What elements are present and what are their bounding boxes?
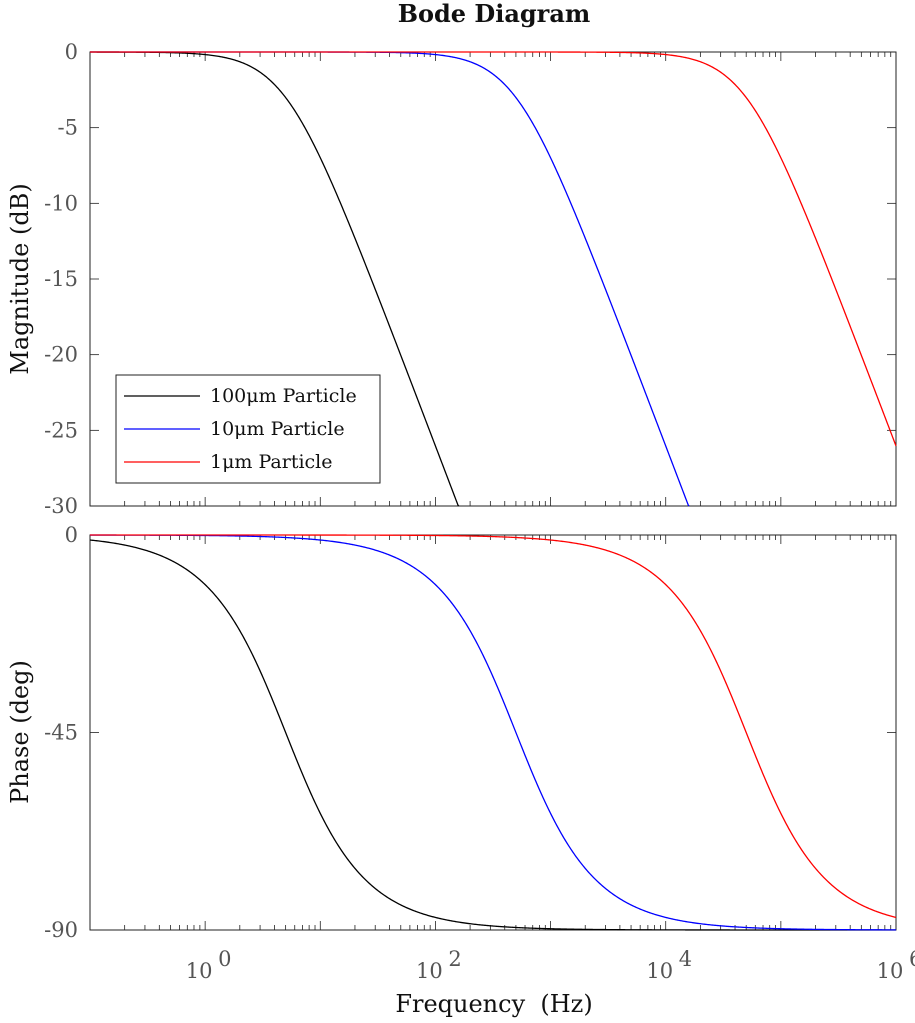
phase-curve-100um (89, 539, 896, 931)
magnitude-curve-1um (90, 51, 897, 447)
phase-curve-1um (90, 534, 897, 919)
magnitude-y-tick-label: -10 (44, 191, 78, 215)
legend-label-1um: 1μm Particle (210, 451, 333, 473)
phase-y-tick-label: -90 (44, 918, 78, 942)
x-tick-label: 10 (877, 959, 904, 983)
magnitude-y-tick-label: -30 (44, 494, 78, 518)
x-axis-label: Frequency (Hz) (395, 990, 592, 1018)
phase-curve-10um (90, 534, 896, 931)
phase-y-tick-label: -45 (44, 721, 78, 745)
phase-panel: 0-45-90100102104106 Phase (deg) Frequenc… (6, 523, 915, 1018)
x-tick-exponent: 6 (909, 947, 915, 971)
magnitude-y-tick-label: 0 (65, 40, 78, 64)
magnitude-y-tick-label: -20 (44, 343, 78, 367)
magnitude-y-label: Magnitude (dB) (6, 183, 34, 374)
magnitude-y-tick-label: -5 (58, 116, 78, 140)
legend-label-100um: 100μm Particle (210, 385, 357, 407)
magnitude-y-tick-label: -25 (44, 418, 78, 442)
phase-plot-box (89, 534, 897, 931)
x-tick-label: 10 (186, 959, 213, 983)
x-tick-exponent: 2 (448, 947, 461, 971)
x-tick-exponent: 0 (218, 947, 231, 971)
legend: 100μm Particle 10μm Particle 1μm Particl… (115, 374, 381, 484)
x-tick-label: 10 (646, 959, 673, 983)
x-tick-exponent: 4 (679, 947, 692, 971)
legend-label-10um: 10μm Particle (210, 418, 345, 440)
x-tick-label: 10 (416, 959, 443, 983)
magnitude-panel: 0 -5 -10 -15 -20 -25 -30 Magnitude (dB) (6, 40, 897, 518)
phase-y-label: Phase (deg) (6, 660, 34, 804)
magnitude-y-tick-label: -15 (44, 267, 78, 291)
phase-y-tick-label: 0 (65, 523, 78, 547)
chart-title: Bode Diagram (398, 0, 591, 28)
